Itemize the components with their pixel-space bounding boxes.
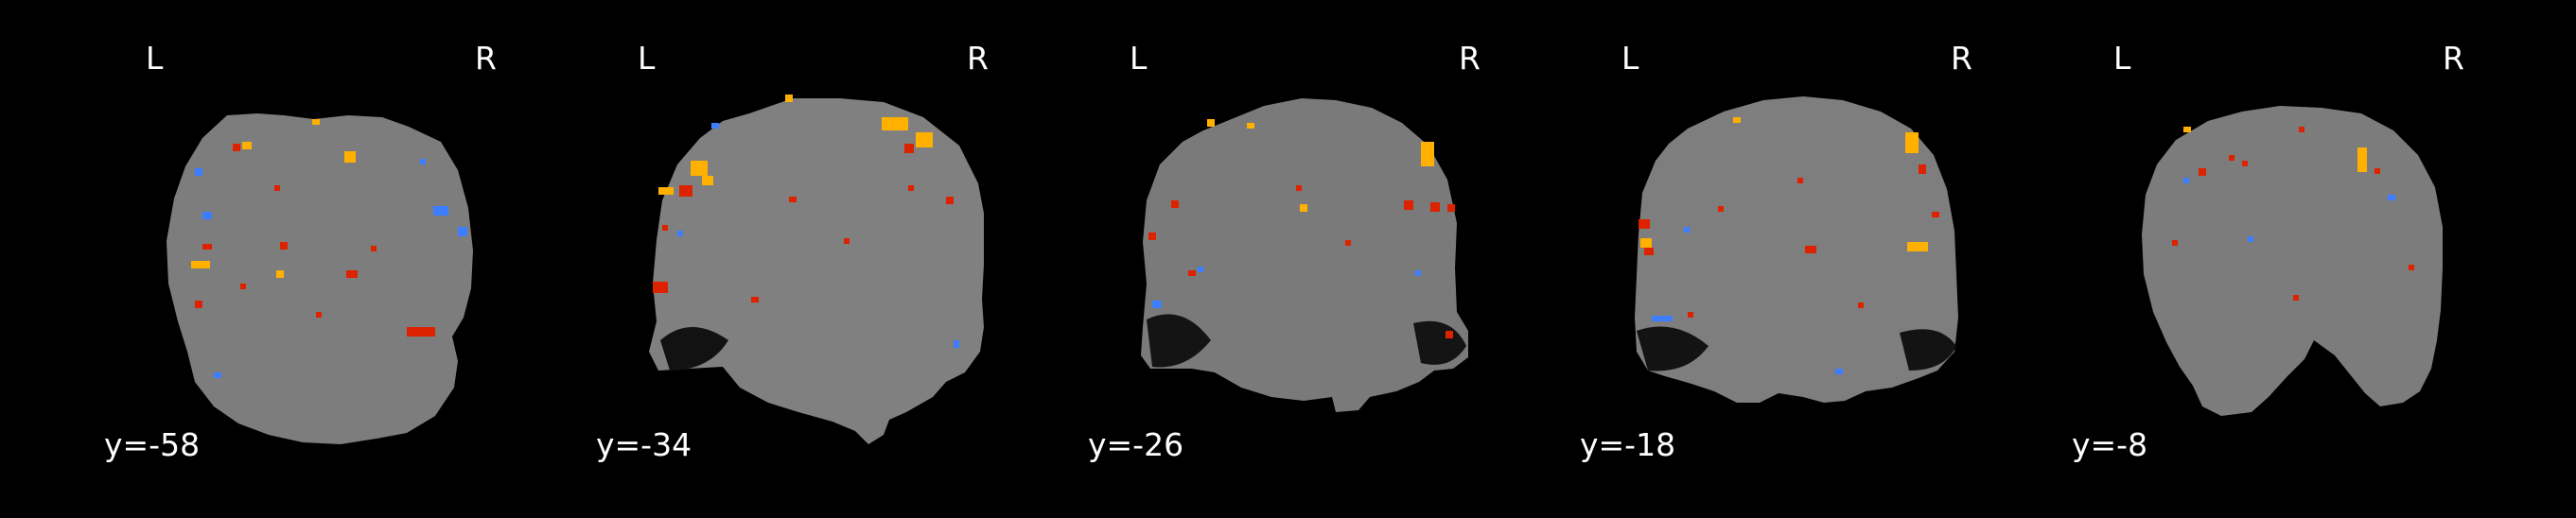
orientation-left-label: L xyxy=(1621,40,1639,77)
dark-region xyxy=(660,327,728,371)
slice-coordinate-label: y=-58 xyxy=(104,426,201,463)
slice-panel-y-34: L R y=-34 xyxy=(492,0,989,518)
coronal-slice-image xyxy=(649,95,984,444)
activation-overlay xyxy=(653,144,954,302)
dark-region xyxy=(1637,326,1709,371)
dark-region xyxy=(1900,329,1956,371)
activation-overlay xyxy=(1148,185,1455,338)
slice-coordinate-label: y=-8 xyxy=(2072,426,2148,463)
slice-coordinate-label: y=-18 xyxy=(1580,426,1676,463)
activation-overlay xyxy=(1638,164,1939,318)
orientation-right-label: R xyxy=(967,40,989,77)
brain-slice-shape xyxy=(2142,106,2443,416)
brain-slice-shape xyxy=(649,98,984,444)
brain-slice-shape xyxy=(1141,98,1468,412)
orientation-left-label: L xyxy=(638,40,656,77)
slice-panel-y-58: L R y=-58 xyxy=(0,0,497,518)
dark-region xyxy=(1147,314,1211,368)
brain-slice-shape xyxy=(1635,96,1958,403)
coronal-slice-image xyxy=(2142,106,2443,416)
slice-coordinate-label: y=-26 xyxy=(1088,426,1184,463)
activation-overlay xyxy=(195,144,435,337)
slice-panel-y-26: L R y=-26 xyxy=(984,0,1481,518)
slice-panel-y-18: L R y=-18 xyxy=(1476,0,1972,518)
orientation-left-label: L xyxy=(146,40,164,77)
orientation-left-label: L xyxy=(2113,40,2131,77)
coronal-slice-image xyxy=(1141,98,1468,412)
brain-slice-shape xyxy=(166,113,473,444)
orientation-left-label: L xyxy=(1130,40,1148,77)
coronal-slice-image xyxy=(1635,96,1958,403)
activation-overlay xyxy=(2172,127,2414,301)
slice-coordinate-label: y=-34 xyxy=(596,426,692,463)
coronal-slice-image xyxy=(166,113,473,444)
orientation-right-label: R xyxy=(1951,40,1972,77)
slice-panel-y-8: L R y=-8 xyxy=(1968,0,2464,518)
orientation-right-label: R xyxy=(1459,40,1481,77)
orientation-right-label: R xyxy=(475,40,497,77)
orientation-right-label: R xyxy=(2443,40,2464,77)
